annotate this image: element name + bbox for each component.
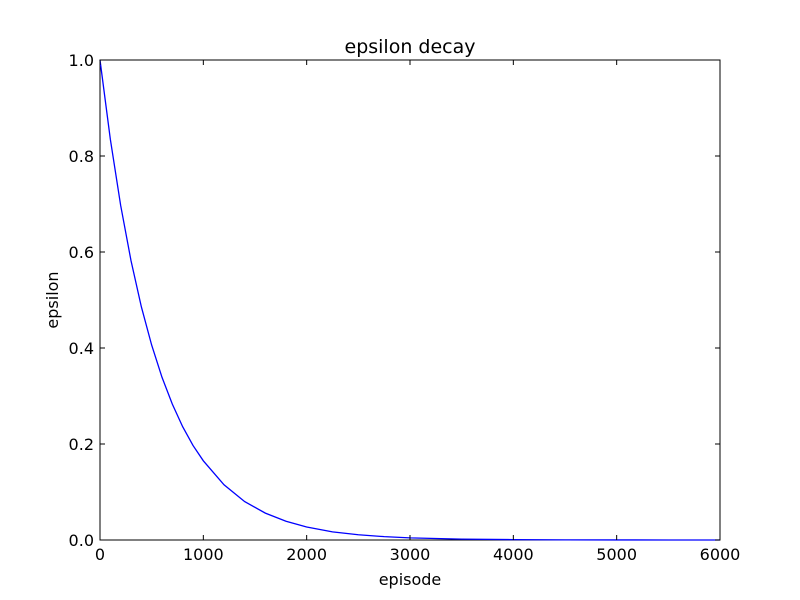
x-tick-label: 1000 <box>183 545 224 564</box>
x-tick-label: 5000 <box>596 545 637 564</box>
chart-title: epsilon decay <box>345 36 476 58</box>
y-tick-label: 0.6 <box>69 243 94 262</box>
y-tick-label: 0.4 <box>69 339 94 358</box>
y-tick-label: 1.0 <box>69 51 94 70</box>
y-tick-label: 0.0 <box>69 531 94 550</box>
axes-frame <box>99 59 721 541</box>
series-line-1 <box>99 59 721 541</box>
series-layer <box>99 59 721 541</box>
y-tick-label: 0.2 <box>69 435 94 454</box>
plot-area: 0 1000 2000 3000 4000 5000 6000 0.00.20.40.60.… <box>69 51 741 564</box>
y-tick-label: 0.8 <box>69 147 94 166</box>
x-tick-label: 3000 <box>390 545 431 564</box>
x-tick-label: 4000 <box>493 545 534 564</box>
x-tick-label: 2000 <box>286 545 327 564</box>
x-tick-label: 6000 <box>700 545 741 564</box>
x-axis-label: episode <box>379 570 442 589</box>
y-axis-label: epsilon <box>43 271 62 328</box>
x-tick-label: 0 <box>95 545 105 564</box>
x-axis-ticks: 0 1000 2000 3000 4000 5000 6000 <box>95 60 740 564</box>
y-axis-ticks: 0.0 0.2 0.4 0.6 0.8 1.0 <box>69 51 720 550</box>
